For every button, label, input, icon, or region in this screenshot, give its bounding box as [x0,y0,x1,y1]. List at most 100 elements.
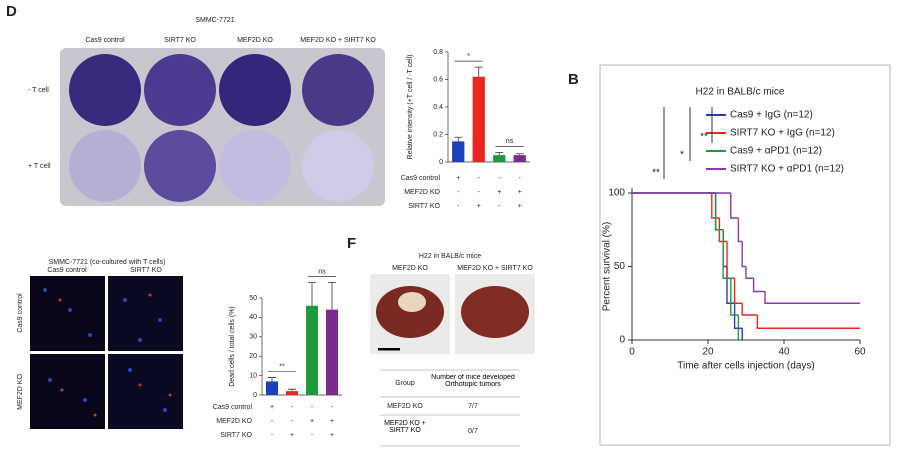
condition-sign: - [311,404,314,411]
condition-sign: - [498,203,501,210]
plate-column: SIRT7 KO [164,37,196,44]
table-cell: 7/7 [468,403,478,410]
bar [513,155,526,162]
panel-label: B [568,71,579,88]
y-axis-label: Percent survival (%) [602,222,613,311]
condition-sign: - [478,189,481,196]
sig-label: * [467,53,470,60]
x-tick-label: 0 [629,347,635,358]
y-axis-label: Dead cells / total cells (%) [229,306,236,387]
micro-column: Cas9 control [47,267,87,274]
error-bar [268,377,276,382]
survival-step [741,303,758,316]
bar [266,381,278,395]
plate-photo [60,48,385,206]
condition-label: SIRT7 KO [408,203,440,210]
condition-label: MEF2D KO [404,189,440,196]
survival-step [752,278,765,293]
y-axis-label: Relative intensity (+T cell / -T cell) [407,55,414,160]
condition-label: Cas9 control [213,404,253,411]
survival-step [730,278,739,316]
y-tick-label: 50 [249,295,257,302]
sig-label: ** [279,363,285,370]
plot-frame [599,64,891,446]
condition-sign: - [271,432,274,439]
survival-step [733,278,743,304]
condition-sign: - [331,404,334,411]
micro-row: Cas9 control [17,293,24,333]
y-tick-label: 0.4 [433,104,443,111]
table-cell: MEF2D KO [387,403,423,410]
micro-row: MEF2D KO [17,374,24,410]
condition-sign: + [330,432,334,439]
survival-step [718,217,727,243]
error-bar [495,151,504,156]
plate-row: + T cell [28,163,51,170]
condition-sign: + [290,432,294,439]
sig-label: ns [506,138,514,145]
condition-sign: - [457,189,460,196]
error-bar [288,388,296,392]
condition-sign: + [270,404,274,411]
liver-photo [370,274,535,354]
condition-sign: - [457,203,460,210]
chart-title: H22 in BALB/c mice [696,87,785,98]
error-bar [328,282,336,310]
plate-title: SMMC-7721 [195,17,234,24]
y-tick-label: 0 [439,159,443,166]
bar [306,305,318,395]
condition-sign: + [518,189,522,196]
table-header: Number of mice developed Orthotopic tumo… [431,374,515,388]
survival-step [726,241,735,279]
bar [493,155,506,162]
table-cell-text: MEF2D KO + SIRT7 KO [384,420,426,434]
survival-step [714,193,724,231]
panel-label: F [347,235,356,252]
plate-row: - T cell [28,87,49,94]
condition-sign: - [271,418,274,425]
liver-title: H22 in BALB/c mice [419,253,481,260]
condition-label: MEF2D KO [216,418,252,425]
plate-column: MEF2D KO + SIRT7 KO [300,37,376,44]
y-tick-label: 50 [614,261,626,272]
survival-step [730,193,739,219]
legend-label: SIRT7 KO + IgG (n=12) [730,128,835,139]
sig-label: ** [652,168,660,179]
micro-title: SMMC-7721 (co-cultured with T cells) [49,259,166,266]
condition-sign: + [330,418,334,425]
micrograph [30,276,183,440]
survival-step [711,193,720,219]
liver-column: MEF2D KO + SIRT7 KO [457,265,533,272]
y-tick-label: 0.6 [433,76,443,83]
bar [326,309,338,395]
y-tick-label: 10 [249,372,257,379]
condition-sign: + [310,418,314,425]
y-tick-label: 100 [608,188,625,199]
plate-column: MEF2D KO [237,37,273,44]
y-tick-label: 0.2 [433,131,443,138]
condition-label: SIRT7 KO [220,432,252,439]
survival-step [733,303,743,329]
y-tick-label: 30 [249,334,257,341]
x-tick-label: 20 [702,347,714,358]
micro-column: SIRT7 KO [130,267,162,274]
y-tick-label: 20 [249,353,257,360]
survival-step [745,266,754,279]
sig-label: ** [700,132,708,143]
condition-sign: - [291,418,294,425]
condition-sign: - [519,175,522,182]
y-tick-label: 0.8 [433,49,443,56]
sig-label: * [680,150,684,161]
condition-sign: - [311,432,314,439]
plate-column: Cas9 control [85,37,125,44]
legend-label: SIRT7 KO + αPD1 (n=12) [730,164,844,175]
x-tick-label: 60 [854,347,866,358]
condition-sign: - [498,175,501,182]
legend-label: Cas9 + αPD1 (n=12) [730,146,822,157]
error-bar [474,66,483,77]
condition-sign: + [497,189,501,196]
sig-label: ns [318,268,326,275]
liver-column: MEF2D KO [392,265,428,272]
bar [452,141,465,162]
